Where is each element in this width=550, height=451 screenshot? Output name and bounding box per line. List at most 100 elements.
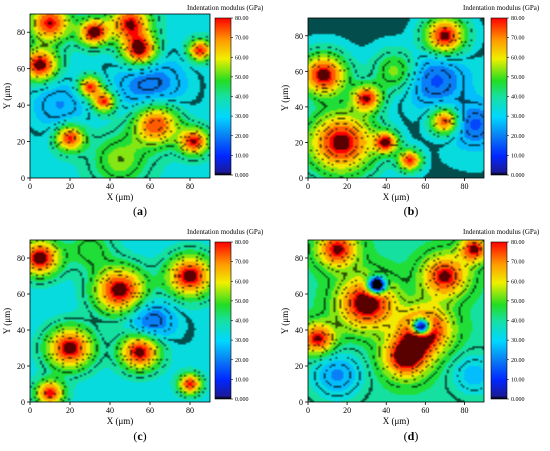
heatmap-image — [308, 18, 484, 178]
x-tick-label: 40 — [106, 406, 114, 415]
y-tick-label: 60 — [295, 290, 303, 299]
panel-label-open: ( — [133, 204, 137, 218]
colorbar-tick-label: 10.00 — [235, 377, 249, 383]
y-tick-label: 0 — [299, 398, 303, 407]
x-tick-label: 0 — [306, 406, 310, 415]
colorbar-tick-label: 60.00 — [511, 55, 525, 61]
panel-label: (b) — [404, 204, 419, 218]
y-tick-label: 0 — [299, 174, 303, 183]
colorbar: Indentation modulus (GPa) 0.000 10.00 20.00… — [463, 228, 540, 403]
x-axis-label: X (μm) — [383, 416, 410, 426]
x-axis-label: X (μm) — [107, 192, 134, 202]
panel-label: (a) — [133, 204, 147, 218]
panel-label: (d) — [404, 429, 419, 443]
x-tick-label: 60 — [421, 406, 429, 415]
x-tick-label: 20 — [343, 406, 351, 415]
panel-label-close: ) — [414, 204, 418, 218]
colorbar-tick-label: 0.000 — [511, 173, 525, 179]
colorbar-tick-label: 80.00 — [235, 16, 249, 22]
colorbar-tick-label: 10.00 — [235, 153, 249, 159]
panel-c: 0 20 40 60 80 0 20 40 60 80 X (μm) Y (μm) Indentatio… — [2, 228, 264, 443]
colorbar-tick-label: 10.00 — [511, 377, 525, 383]
y-tick-label: 80 — [295, 254, 303, 263]
heatmap-image — [308, 240, 484, 402]
colorbar-tick-label: 0.000 — [235, 397, 249, 403]
panel-label-letter: b — [408, 204, 415, 218]
x-tick-label: 60 — [421, 182, 429, 191]
x-tick-label: 80 — [186, 182, 194, 191]
colorbar-tick-label: 10.00 — [511, 153, 525, 159]
y-axis-label: Y (μm) — [280, 85, 290, 111]
colorbar-tick-label: 70.00 — [235, 36, 249, 42]
colorbar-tick-label: 60.00 — [235, 279, 249, 285]
x-tick-label: 20 — [66, 406, 74, 415]
panel-label-open: ( — [133, 429, 137, 443]
colorbar-tick-label: 40.00 — [235, 95, 249, 101]
x-tick-label: 40 — [106, 182, 114, 191]
colorbar-tick-label: 40.00 — [511, 95, 525, 101]
panel-label-close: ) — [143, 204, 147, 218]
x-tick-label: 20 — [66, 182, 74, 191]
colorbar-title: Indentation modulus (GPa) — [187, 228, 264, 236]
y-tick-label: 80 — [17, 254, 25, 263]
y-tick-label: 20 — [17, 362, 25, 371]
colorbar-title: Indentation modulus (GPa) — [463, 228, 540, 236]
colorbar: Indentation modulus (GPa) 0.000 10.00 20.00… — [187, 228, 264, 403]
x-tick-label: 60 — [146, 406, 154, 415]
x-tick-label: 40 — [382, 182, 390, 191]
colorbar-tick-label: 30.00 — [235, 338, 249, 344]
colorbar-gradient — [490, 17, 508, 176]
y-axis-label: Y (μm) — [280, 308, 290, 334]
colorbar-tick-label: 80.00 — [511, 240, 525, 246]
colorbar-tick-label: 80.00 — [511, 16, 525, 22]
colorbar-tick-label: 20.00 — [235, 358, 249, 364]
x-tick-label: 0 — [306, 182, 310, 191]
colorbar-tick-label: 30.00 — [511, 114, 525, 120]
panel-d: 0 20 40 60 80 0 20 40 60 80 X (μm) Y (μm) Indentatio… — [280, 228, 540, 443]
colorbar-gradient — [214, 241, 232, 400]
x-tick-label: 40 — [382, 406, 390, 415]
x-tick-label: 80 — [186, 406, 194, 415]
y-tick-label: 60 — [295, 67, 303, 76]
colorbar-tick-label: 0.000 — [511, 397, 525, 403]
panel-label-open: ( — [404, 204, 408, 218]
y-tick-label: 60 — [17, 65, 25, 74]
panel-label: (c) — [133, 429, 146, 443]
x-tick-label: 60 — [146, 182, 154, 191]
panel-label-close: ) — [143, 429, 147, 443]
colorbar-tick-label: 30.00 — [235, 114, 249, 120]
colorbar-tick-label: 60.00 — [235, 55, 249, 61]
colorbar-tick-label: 50.00 — [235, 299, 249, 305]
panel-label-letter: a — [137, 204, 143, 218]
colorbar-tick-label: 30.00 — [511, 338, 525, 344]
panel-label-letter: d — [408, 429, 415, 443]
colorbar-tick-label: 20.00 — [235, 134, 249, 140]
x-tick-label: 0 — [28, 406, 32, 415]
colorbar-tick-label: 40.00 — [511, 319, 525, 325]
panel-label-letter: c — [137, 429, 143, 443]
colorbar-tick-label: 40.00 — [235, 319, 249, 325]
colorbar-tick-label: 50.00 — [511, 75, 525, 81]
colorbar-tick-label: 0.000 — [235, 173, 249, 179]
y-tick-label: 0 — [21, 174, 25, 183]
colorbar-tick-label: 20.00 — [511, 358, 525, 364]
panel-a: 0 20 40 60 80 0 20 40 60 80 X (μm) Y (μm) Indentatio… — [2, 4, 264, 218]
y-tick-label: 40 — [17, 326, 25, 335]
y-tick-label: 40 — [17, 101, 25, 110]
y-tick-label: 60 — [17, 290, 25, 299]
plot-frame — [307, 17, 485, 179]
y-tick-label: 40 — [295, 103, 303, 112]
colorbar-gradient — [490, 241, 508, 400]
colorbar: Indentation modulus (GPa) 0.000 10.00 20.00… — [463, 4, 540, 179]
colorbar-tick-label: 60.00 — [511, 279, 525, 285]
heatmap-image — [30, 14, 210, 178]
colorbar-tick-label: 70.00 — [511, 260, 525, 266]
colorbar-tick-label: 80.00 — [235, 240, 249, 246]
colorbar-tick-label: 50.00 — [511, 299, 525, 305]
panel-b: 0 20 40 60 80 0 20 40 60 80 X (μm) Y (μm) Indentatio… — [280, 4, 540, 218]
y-tick-label: 20 — [17, 138, 25, 147]
colorbar: Indentation modulus (GPa) 0.000 10.00 20.00… — [187, 4, 264, 179]
colorbar-title: Indentation modulus (GPa) — [463, 4, 540, 12]
y-tick-label: 20 — [295, 138, 303, 147]
